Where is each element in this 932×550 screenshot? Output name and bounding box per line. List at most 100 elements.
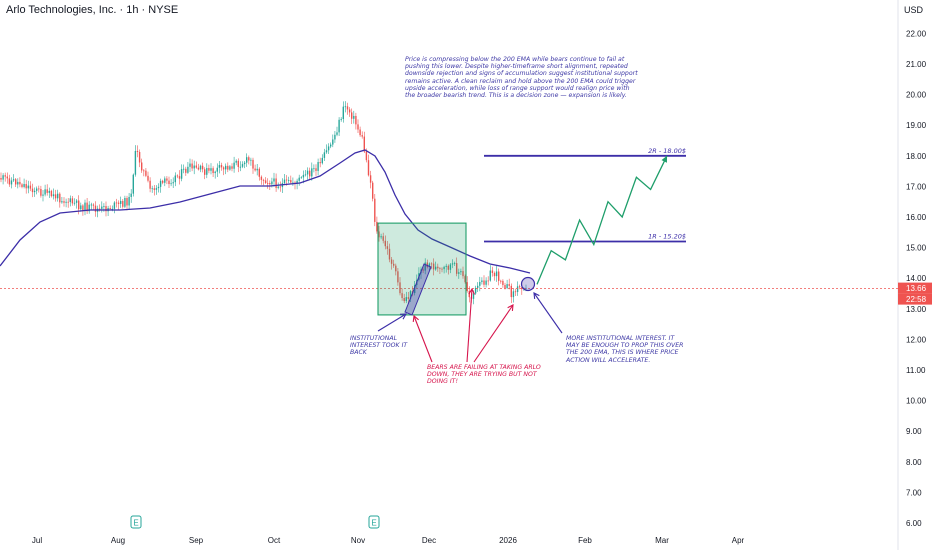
- projection-arrowhead: [661, 155, 667, 163]
- candle-body: [130, 193, 132, 197]
- candle-body: [292, 182, 294, 184]
- candle-body: [109, 208, 111, 209]
- candle-body: [57, 193, 59, 199]
- candle-body: [105, 206, 107, 212]
- y-tick-label: 10.00: [906, 397, 927, 406]
- candle-body: [149, 180, 151, 189]
- candle-body: [380, 236, 382, 238]
- candle-body: [510, 285, 512, 298]
- candle-body: [241, 164, 244, 167]
- more-interest-note: MORE INSTITUTIONAL INTEREST. IT MAY BE E…: [566, 335, 684, 364]
- candle-body: [237, 160, 239, 167]
- candle-body: [453, 263, 456, 264]
- candle-body: [111, 208, 113, 210]
- candle-body: [145, 170, 147, 176]
- candle-body: [258, 168, 260, 177]
- candle-body: [489, 270, 491, 281]
- candle-body: [31, 188, 34, 193]
- candle-body: [170, 183, 172, 185]
- candle-body: [338, 119, 340, 133]
- candle-body: [201, 165, 204, 170]
- svg-text:22:58: 22:58: [906, 295, 927, 304]
- candle-body: [456, 263, 458, 274]
- candle-body: [225, 165, 227, 170]
- candle-body: [138, 151, 141, 163]
- candle-body: [155, 188, 158, 190]
- candle-body: [136, 150, 139, 152]
- y-tick-label: 18.00: [906, 152, 927, 161]
- candle-body: [141, 162, 143, 171]
- candle-body: [264, 180, 267, 183]
- candle-body: [214, 171, 216, 174]
- institutional-arrow-head: [399, 313, 407, 320]
- candle-body: [504, 285, 506, 289]
- x-tick-label: 2026: [499, 536, 517, 545]
- candle-body: [359, 129, 361, 136]
- x-tick-label: Oct: [268, 536, 281, 545]
- candle-body: [243, 162, 246, 165]
- candle-body: [393, 263, 395, 266]
- candle-body: [222, 167, 225, 170]
- candle-body: [441, 268, 443, 270]
- candle-body: [319, 162, 321, 164]
- y-tick-label: 19.00: [906, 121, 927, 130]
- candle-body: [357, 124, 359, 130]
- candle-body: [69, 198, 71, 203]
- earnings-icon: E: [368, 515, 380, 529]
- candle-body: [342, 106, 344, 120]
- candle-body: [315, 168, 317, 171]
- y-tick-label: 17.00: [906, 182, 927, 191]
- candle-body: [124, 197, 126, 207]
- y-tick-label: 22.00: [906, 29, 927, 38]
- candle-body: [346, 106, 349, 110]
- candle-body: [174, 175, 176, 183]
- more-interest-arrow-head: [533, 292, 540, 300]
- candle-body: [195, 165, 197, 168]
- candle-body: [197, 167, 200, 170]
- candle-body: [355, 115, 357, 125]
- candle-body: [29, 185, 32, 189]
- candle-body: [178, 176, 181, 179]
- candle-body: [220, 165, 223, 168]
- x-tick-label: Aug: [111, 536, 125, 545]
- candle-body: [300, 177, 302, 179]
- candle-body: [273, 178, 275, 182]
- candle-body: [317, 162, 319, 171]
- candle-body: [21, 184, 23, 187]
- candle-body: [42, 194, 44, 196]
- candle-body: [78, 200, 80, 210]
- candle-body: [218, 165, 221, 168]
- candle-body: [351, 112, 353, 119]
- bears-arrow-head: [412, 314, 419, 323]
- candle-body: [157, 186, 160, 189]
- candle-body: [435, 266, 437, 270]
- candle-body: [395, 265, 397, 272]
- candle-body: [426, 262, 428, 267]
- candle-body: [80, 205, 82, 210]
- candle-body: [327, 146, 330, 151]
- candle-body: [382, 236, 384, 241]
- candle-body: [254, 168, 256, 171]
- candle-body: [369, 175, 372, 183]
- candle-body: [512, 291, 515, 298]
- candle-body: [84, 202, 86, 211]
- candle-body: [502, 280, 504, 286]
- candle-body: [447, 265, 449, 270]
- target-label: 1R - 15.20$: [648, 232, 686, 240]
- earnings-icon: E: [130, 515, 142, 529]
- candle-body: [323, 152, 326, 158]
- candle-body: [283, 179, 286, 184]
- y-tick-label: 21.00: [906, 60, 927, 69]
- candle-body: [71, 198, 74, 204]
- candle-body: [235, 160, 237, 163]
- candle-body: [306, 170, 309, 175]
- candle-body: [466, 282, 468, 291]
- candle-body: [479, 281, 481, 286]
- x-tick-label: Nov: [351, 536, 365, 545]
- ema-200-line: [0, 149, 531, 274]
- candle-body: [162, 180, 164, 183]
- candle-body: [365, 151, 368, 161]
- candle-body: [384, 240, 386, 247]
- x-tick-label: Dec: [422, 536, 436, 545]
